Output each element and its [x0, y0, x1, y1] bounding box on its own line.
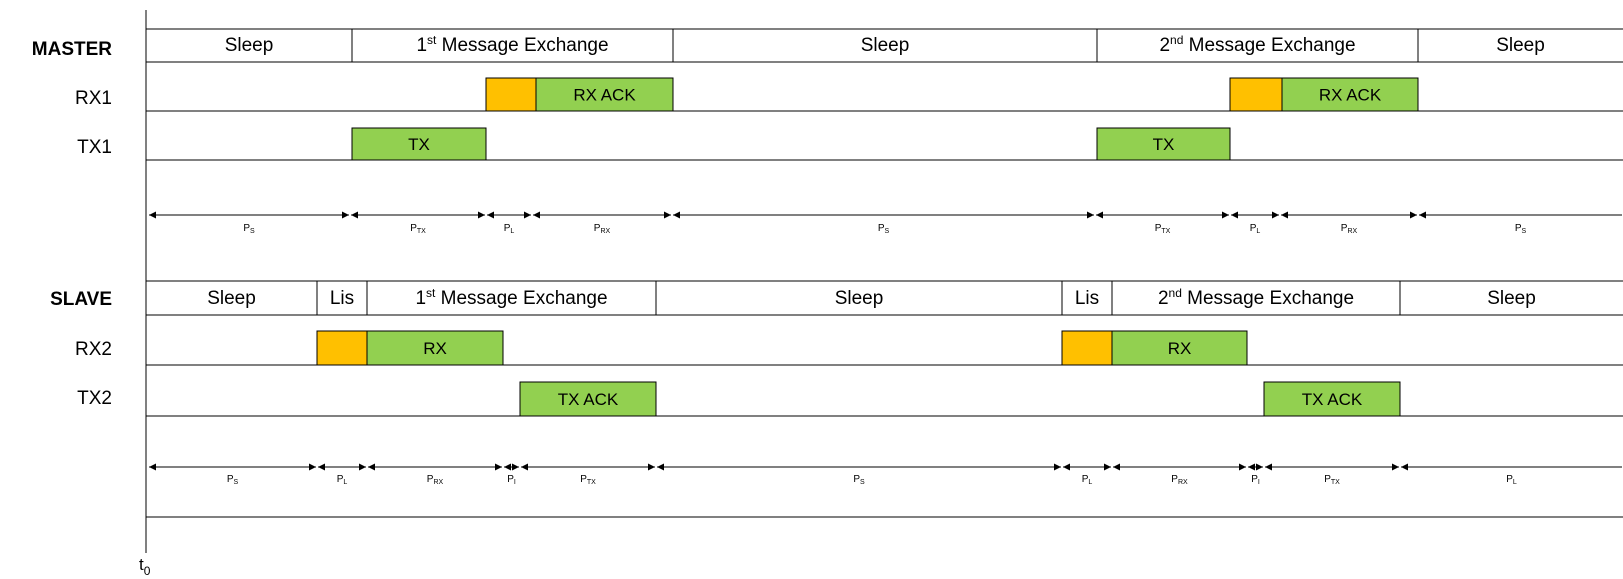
period-label: PI [1251, 474, 1260, 486]
period-label: PI [507, 474, 516, 486]
phase-label: Sleep [861, 35, 910, 56]
period-label: PS [878, 223, 890, 235]
master-period-arrows: PS PTX PL PRX PS PTX PL PRX PS [149, 211, 1622, 235]
period-label: PS [853, 474, 865, 486]
activity-bar [1229, 77, 1283, 112]
activity-bar-label: TX [408, 135, 430, 154]
period-label: PL [1506, 474, 1517, 486]
phase-label: Sleep [1487, 288, 1536, 309]
master-activity-bars: RX ACK TX RX ACK TX [351, 77, 1419, 161]
phase-label: 1st Message Exchange [415, 286, 607, 309]
activity-bar-label: TX ACK [558, 390, 619, 409]
phase-label: 1st Message Exchange [416, 33, 608, 56]
activity-bar [351, 127, 487, 161]
period-label: PL [1082, 474, 1093, 486]
slave-period-arrows: PS PL PRX PI PTX PS PL PRX PI PTX PL [149, 463, 1622, 486]
period-label: PTX [410, 223, 426, 235]
activity-bar [1061, 330, 1113, 366]
activity-bar [519, 381, 657, 417]
phase-label: Lis [330, 288, 354, 309]
slave-activity-bars: RX TX ACK RX TX ACK [316, 330, 1401, 417]
phase-label: Sleep [1496, 35, 1545, 56]
activity-bar-label: RX [423, 339, 447, 358]
master-phase-band: Sleep 1st Message Exchange Sleep 2nd Messag… [225, 29, 1545, 62]
slave-phase-band: Sleep Lis 1st Message Exchange Sleep Lis 2nd … [207, 281, 1536, 315]
phase-label: Lis [1075, 288, 1099, 309]
period-label: PRX [1341, 223, 1358, 235]
activity-bar-label: TX ACK [1302, 390, 1363, 409]
period-label: PL [1250, 223, 1261, 235]
slave-title: SLAVE [50, 289, 112, 310]
activity-bar [1096, 127, 1231, 161]
period-label: PRX [427, 474, 444, 486]
period-label: PS [227, 474, 239, 486]
activity-bar-label: RX ACK [573, 86, 636, 105]
period-label: PS [243, 223, 255, 235]
tx1-label: TX1 [77, 137, 112, 158]
period-label: PS [1515, 223, 1527, 235]
activity-bar-label: RX [1168, 339, 1192, 358]
period-label: PL [504, 223, 515, 235]
rx2-label: RX2 [75, 339, 112, 360]
activity-bar-label: RX ACK [1319, 86, 1382, 105]
activity-bar [485, 77, 537, 112]
time-origin-label: t0 [139, 555, 151, 578]
lane-lines [146, 28, 1623, 518]
period-label: PTX [580, 474, 596, 486]
period-label: PTX [1155, 223, 1171, 235]
activity-bar [316, 330, 368, 366]
period-label: PL [337, 474, 348, 486]
period-label: PRX [594, 223, 611, 235]
phase-label: Sleep [207, 288, 256, 309]
phase-label: 2nd Message Exchange [1158, 286, 1354, 309]
activity-bar [366, 330, 504, 366]
activity-bar [1111, 330, 1248, 366]
activity-bar-label: TX [1153, 135, 1175, 154]
period-label: PRX [1171, 474, 1188, 486]
phase-label: 2nd Message Exchange [1159, 33, 1355, 56]
tx2-label: TX2 [77, 388, 112, 409]
period-label: PTX [1324, 474, 1340, 486]
activity-bar [1263, 381, 1401, 417]
master-title: MASTER [32, 39, 113, 60]
phase-label: Sleep [225, 35, 274, 56]
activity-bar [1281, 77, 1419, 112]
rx1-label: RX1 [75, 88, 112, 109]
activity-bar [535, 77, 674, 112]
phase-label: Sleep [835, 288, 884, 309]
